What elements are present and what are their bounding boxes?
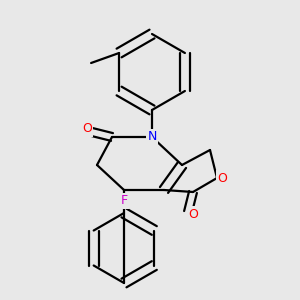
Text: O: O (217, 172, 227, 184)
Text: O: O (188, 208, 198, 220)
Text: O: O (82, 122, 92, 136)
Text: F: F (120, 194, 128, 208)
Text: N: N (147, 130, 157, 143)
